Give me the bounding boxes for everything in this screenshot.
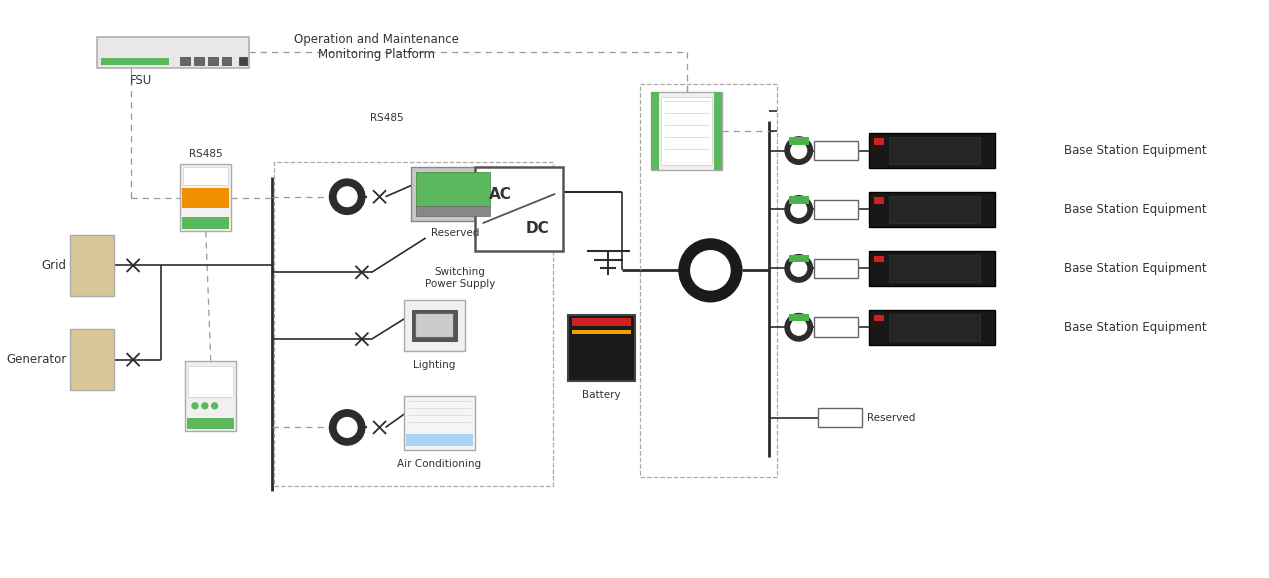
Bar [70, 329, 113, 390]
Text: Generator: Generator [6, 353, 66, 366]
Circle shape [330, 410, 364, 445]
Text: RS485: RS485 [189, 149, 222, 158]
Bar [640, 84, 777, 476]
Circle shape [786, 313, 812, 341]
Bar [180, 164, 231, 231]
Bar [572, 330, 631, 334]
Text: AC: AC [489, 187, 511, 202]
Bar [222, 57, 231, 65]
Circle shape [192, 403, 198, 409]
Bar [874, 255, 884, 262]
Bar [869, 251, 995, 286]
Bar [180, 57, 190, 65]
Text: Base Station Equipment: Base Station Equipment [1063, 321, 1207, 334]
Text: Air Conditioning: Air Conditioning [397, 459, 481, 469]
Bar [183, 217, 230, 229]
Circle shape [679, 239, 742, 302]
Bar [890, 313, 981, 341]
Bar [661, 97, 712, 165]
Bar [789, 196, 808, 203]
Bar [651, 92, 660, 170]
Bar [404, 300, 464, 351]
Bar [569, 314, 634, 381]
Text: DC: DC [525, 221, 549, 236]
Bar [890, 255, 981, 282]
Bar [274, 162, 553, 486]
Circle shape [786, 196, 812, 223]
Bar [406, 434, 473, 446]
Bar [651, 92, 722, 170]
Bar [815, 141, 858, 160]
Bar [416, 206, 490, 216]
Circle shape [791, 261, 807, 276]
Circle shape [338, 418, 357, 437]
Bar [239, 57, 247, 65]
Bar [789, 255, 808, 262]
Text: Battery: Battery [582, 390, 621, 400]
Bar [404, 396, 475, 450]
Circle shape [202, 403, 208, 409]
Bar [869, 192, 995, 227]
Circle shape [786, 255, 812, 282]
Bar [572, 318, 631, 327]
Bar [416, 172, 490, 206]
Text: Switching
Power Supply: Switching Power Supply [425, 268, 495, 289]
Bar [874, 197, 884, 203]
Circle shape [791, 202, 807, 217]
Circle shape [330, 179, 364, 214]
Bar [890, 196, 981, 223]
Bar [183, 188, 230, 208]
Bar [183, 167, 228, 185]
Bar [96, 36, 249, 68]
Bar [185, 361, 236, 431]
Bar [874, 314, 884, 321]
Text: RS485: RS485 [369, 113, 404, 123]
Bar [208, 57, 217, 65]
Bar [475, 167, 563, 251]
Bar [789, 313, 808, 321]
Circle shape [791, 320, 807, 335]
Bar [187, 418, 235, 429]
Bar [819, 408, 862, 427]
Circle shape [338, 187, 357, 206]
Bar [815, 317, 858, 337]
Text: Reserved: Reserved [430, 228, 478, 238]
Text: Lighting: Lighting [414, 360, 456, 369]
Bar [874, 138, 884, 144]
Text: Operation and Maintenance
Monitoring Platform: Operation and Maintenance Monitoring Pla… [294, 32, 459, 61]
Bar [815, 199, 858, 219]
Bar [188, 365, 233, 397]
Text: FSU: FSU [129, 75, 152, 87]
Bar [890, 137, 981, 164]
Bar [100, 58, 170, 65]
Text: Base Station Equipment: Base Station Equipment [1063, 262, 1207, 275]
Circle shape [690, 251, 730, 290]
Text: Base Station Equipment: Base Station Equipment [1063, 203, 1207, 216]
Circle shape [212, 403, 217, 409]
Bar [815, 258, 858, 278]
Bar [412, 310, 457, 341]
Bar [70, 235, 113, 296]
Circle shape [791, 143, 807, 158]
Bar [714, 92, 722, 170]
Bar [789, 137, 808, 144]
Text: Grid: Grid [42, 259, 66, 272]
Bar [194, 57, 204, 65]
Text: Reserved: Reserved [868, 413, 916, 423]
Bar [411, 167, 495, 221]
Bar [416, 313, 453, 337]
Text: Base Station Equipment: Base Station Equipment [1063, 144, 1207, 157]
Bar [869, 310, 995, 345]
Circle shape [786, 137, 812, 164]
Bar [869, 133, 995, 168]
